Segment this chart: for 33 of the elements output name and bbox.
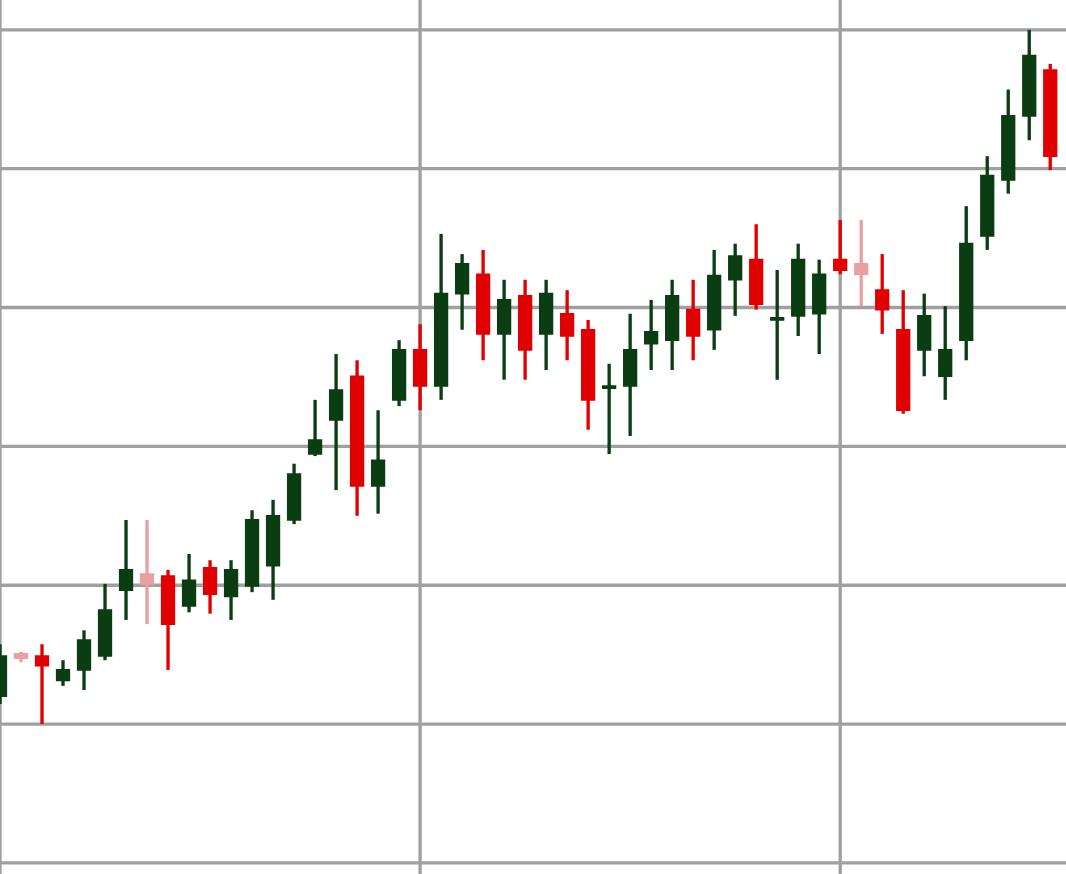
candlestick <box>623 312 638 438</box>
candlestick <box>412 322 428 412</box>
candlestick <box>118 518 134 622</box>
candlestick <box>538 278 554 372</box>
candlestick <box>770 268 785 382</box>
candlestick <box>749 222 764 312</box>
candlestick <box>665 278 680 372</box>
candlestick <box>97 582 113 662</box>
candlestick <box>202 558 218 616</box>
candlestick <box>34 642 50 726</box>
candlestick <box>76 628 92 692</box>
candlestick <box>139 518 155 626</box>
candlestick <box>181 552 197 614</box>
candlestick <box>917 291 932 378</box>
candlestick <box>938 304 953 402</box>
candlestick <box>728 241 743 318</box>
candlestick <box>602 362 617 456</box>
candlestick <box>812 257 827 356</box>
candlestick <box>160 568 176 672</box>
candlestick <box>328 352 344 492</box>
candlestick <box>644 298 659 372</box>
candlestick <box>496 278 512 382</box>
candlestick <box>223 558 239 622</box>
candlestick <box>286 462 302 526</box>
candlestick <box>686 278 701 362</box>
candlestick <box>55 658 71 688</box>
candlestick <box>559 288 575 362</box>
candlestick <box>454 252 470 332</box>
candlestick <box>833 218 848 276</box>
candlestick <box>875 252 890 336</box>
candlestick <box>307 398 323 458</box>
candlestick <box>854 218 869 308</box>
candlestick <box>370 408 386 516</box>
